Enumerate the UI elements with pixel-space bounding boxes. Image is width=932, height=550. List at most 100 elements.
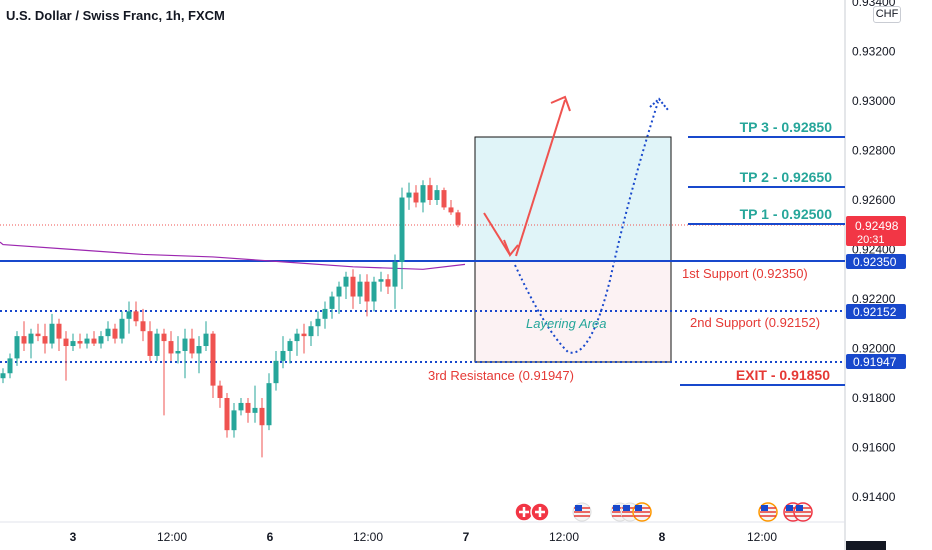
price-tick-label: 0.91400: [852, 490, 896, 504]
candle-down: [42, 336, 48, 344]
candle-down: [112, 328, 118, 339]
time-tick-label: 3: [70, 530, 77, 544]
exit-label: EXIT - 0.91850: [736, 367, 830, 383]
chart-title: U.S. Dollar / Swiss Franc, 1h, FXCM: [6, 8, 225, 23]
price-axis[interactable]: 0.93400 0.93200 0.93000 0.92800 0.92600 0.924…: [852, 0, 896, 504]
candle-up: [315, 318, 321, 327]
candle-up: [231, 410, 237, 431]
candle-down: [385, 279, 391, 287]
candle-down: [210, 333, 216, 386]
bar-countdown: 20:31: [857, 234, 885, 246]
price-tick-label: 0.93200: [852, 45, 896, 59]
candle-down: [133, 311, 139, 322]
tp1-label: TP 1 - 0.92500: [740, 206, 833, 222]
candle-down: [413, 192, 419, 203]
tp2-label: TP 2 - 0.92650: [740, 169, 833, 185]
candle-down: [63, 338, 69, 347]
support2-price-value: 0.92152: [853, 305, 897, 319]
candle-up: [294, 333, 300, 342]
candle-up: [336, 286, 342, 297]
candle-up: [28, 333, 34, 344]
tp3-label: TP 3 - 0.92850: [740, 119, 833, 135]
candle-up: [371, 281, 377, 302]
rally-arrow-head: [550, 95, 571, 112]
candle-down: [245, 402, 251, 413]
candle-up: [392, 261, 398, 287]
layering-area-label: Layering Area: [526, 316, 606, 331]
candle-up: [280, 350, 286, 361]
price-tick-label: 0.92000: [852, 342, 896, 356]
rally-arrow: [515, 99, 566, 257]
candle-down: [77, 341, 83, 344]
candle-up: [175, 350, 181, 354]
candle-up: [7, 358, 13, 374]
candle-down: [364, 281, 370, 302]
candle-down: [56, 323, 62, 339]
candle-up: [154, 333, 160, 356]
candle-down: [147, 331, 153, 356]
candle-up: [252, 407, 258, 413]
candle-up: [434, 190, 440, 200]
currency-unit[interactable]: CHF: [873, 6, 901, 23]
candle-down: [441, 190, 447, 208]
resistance3-price-badge[interactable]: 0.91947: [846, 354, 906, 369]
candle-up: [105, 328, 111, 337]
candle-down: [140, 321, 146, 332]
candle-up: [84, 338, 90, 344]
price-tick-label: 0.93000: [852, 94, 896, 108]
candle-down: [259, 407, 265, 426]
target-zone: [474, 136, 672, 262]
candle-up: [329, 296, 335, 309]
time-tick-label: 7: [463, 530, 470, 544]
support1-price-badge[interactable]: 0.92350: [846, 254, 906, 269]
us-event-icon[interactable]: [758, 502, 778, 522]
candle-down: [189, 338, 195, 354]
candle-down: [427, 185, 433, 200]
support2-label: 2nd Support (0.92152): [690, 315, 820, 330]
candle-down: [21, 336, 27, 344]
candle-up: [406, 192, 412, 198]
candle-up: [182, 338, 188, 351]
support1-price-value: 0.92350: [853, 255, 897, 269]
time-tick-label: 6: [267, 530, 274, 544]
time-axis[interactable]: 3 12:00 6 12:00 7 12:00 8 12:00: [70, 530, 778, 544]
candle-up: [399, 197, 405, 262]
candle-down: [224, 398, 230, 431]
price-tick-label: 0.92800: [852, 144, 896, 158]
candle-up: [378, 279, 384, 282]
candle-up: [266, 383, 272, 426]
candle-up: [308, 326, 314, 337]
candle-up: [238, 402, 244, 411]
price-tick-label: 0.91800: [852, 391, 896, 405]
time-tick-label: 12:00: [549, 530, 579, 544]
us-event-icon[interactable]: [632, 502, 652, 522]
candle-down: [35, 333, 41, 337]
candlestick-series: [0, 177, 461, 458]
us-event-icon[interactable]: [572, 502, 592, 522]
pullback-arrow-head: [503, 239, 519, 257]
pullback-arrow: [483, 212, 511, 256]
candle-up: [0, 373, 6, 379]
candle-up: [126, 311, 132, 319]
candle-up: [343, 276, 349, 287]
resistance3-label: 3rd Resistance (0.91947): [428, 368, 574, 383]
tradingview-logo[interactable]: [846, 541, 886, 550]
candle-down: [455, 212, 461, 225]
candle-up: [70, 341, 76, 347]
us-event-icon[interactable]: [793, 502, 813, 522]
swiss-event-icon[interactable]: [530, 502, 550, 522]
candle-up: [49, 323, 55, 344]
candle-up: [322, 308, 328, 319]
candle-down: [448, 207, 454, 213]
price-tick-label: 0.91600: [852, 441, 896, 455]
last-price-badge[interactable]: 0.92498 20:31: [846, 216, 906, 246]
last-price-value: 0.92498: [855, 219, 899, 233]
price-tick-label: 0.92600: [852, 193, 896, 207]
candle-down: [161, 333, 167, 342]
support2-price-badge[interactable]: 0.92152: [846, 304, 906, 319]
candle-down: [217, 385, 223, 398]
candle-up: [420, 185, 426, 203]
candle-up: [273, 360, 279, 384]
time-tick-label: 12:00: [747, 530, 777, 544]
